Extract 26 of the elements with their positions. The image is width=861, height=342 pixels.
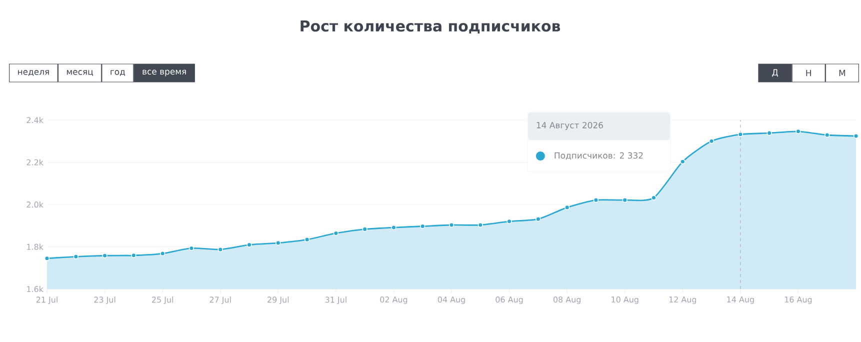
point [651,195,656,200]
point [102,253,108,258]
annotation: Подписчиков: 2 332 [554,152,643,160]
text: месяц [66,70,93,76]
point [218,246,223,252]
point [276,240,281,246]
point [564,204,570,210]
point [824,132,830,138]
text: Д [772,69,778,77]
text: все время [142,70,186,76]
point [738,132,744,137]
text: неделя [18,70,49,76]
point [448,222,454,228]
text: М [839,70,846,76]
point [73,254,78,260]
point [708,138,714,144]
text: год [110,70,125,76]
point [766,130,772,136]
point [536,216,541,222]
text: Н [806,70,811,76]
point [796,128,801,134]
point [362,226,368,232]
annotation: 14 Август 2026 [536,122,603,130]
chart-title: Рост количества подписчиков [300,20,560,34]
point [680,159,686,164]
point [478,222,483,228]
